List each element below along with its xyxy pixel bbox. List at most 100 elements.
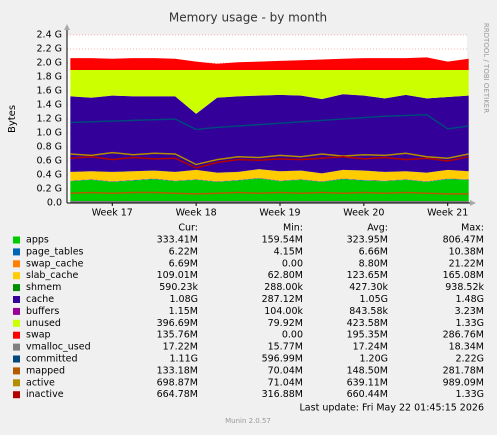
legend-stat: 698.87M: [157, 377, 198, 388]
legend-stat: 423.58M: [347, 318, 388, 329]
legend-stat: 2.22G: [455, 354, 484, 365]
legend-stat: 1.15M: [169, 306, 198, 317]
legend-stat: 323.95M: [347, 235, 388, 246]
legend-stat: 590.23k: [159, 282, 198, 293]
legend-stat: 396.69M: [157, 318, 198, 329]
y-tick-label: 0.6 G: [37, 156, 63, 167]
last-update: Last update: Fri May 22 01:45:15 2026: [300, 403, 484, 414]
legend-stat: 109.01M: [157, 270, 198, 281]
legend-swatch: [13, 307, 20, 315]
legend-stat: 165.08M: [443, 270, 484, 281]
y-tick-label: 1.4 G: [37, 100, 63, 111]
x-tick-label: Week 21: [427, 208, 468, 219]
legend-swatch: [13, 236, 20, 244]
x-tick-label: Week 20: [343, 208, 384, 219]
legend-stat: 989.09M: [443, 377, 484, 388]
legend-name: apps: [26, 235, 49, 246]
legend-swatch: [13, 355, 20, 363]
legend-stat: 17.22M: [163, 342, 198, 353]
legend-stat: 1.48G: [455, 294, 484, 305]
legend-stat: 288.00k: [264, 282, 303, 293]
line: [70, 114, 469, 131]
legend-stat: 195.35M: [347, 330, 388, 341]
legend-swatch: [13, 331, 20, 339]
legend-swatch: [13, 296, 20, 303]
marks: [70, 57, 469, 203]
legend-name: mapped: [26, 365, 65, 376]
y-tick-label: 1.6 G: [37, 86, 63, 97]
legend-stat: 287.12M: [262, 294, 303, 305]
legend-stat: 286.76M: [443, 330, 484, 341]
legend-stat: 79.92M: [268, 318, 303, 329]
legend-swatch: [13, 319, 20, 327]
legend-stat: 71.04M: [268, 377, 303, 388]
line: [70, 191, 469, 195]
legend-stat: 333.41M: [157, 235, 198, 246]
legend-stat: 123.65M: [347, 270, 388, 281]
legend-stat: 133.18M: [157, 365, 198, 376]
area: [70, 70, 469, 114]
legend-stat: 0.00: [282, 258, 303, 269]
legend-name: unused: [26, 318, 61, 329]
legend-name: committed: [26, 354, 78, 365]
legend-stat: 15.77M: [268, 342, 303, 353]
legend-name: swap_cache: [26, 258, 84, 269]
y-tick-label: 0.8 G: [37, 142, 63, 153]
legend-name: page_tables: [26, 246, 84, 257]
legend-swatch: [13, 284, 20, 292]
y-arrow: [64, 24, 70, 30]
legend-stat: 664.78M: [157, 389, 198, 400]
legend-stat: 0.00: [282, 330, 303, 341]
line: [70, 151, 469, 166]
x-tick-label: Week 18: [176, 208, 217, 219]
line: [70, 156, 469, 169]
axes: 0.0 0.2 G 0.4 G 0.6 G 0.8 G 1.0 G 1.2 G 1.4 G 1.…: [37, 24, 476, 219]
legend-stat: 18.34M: [449, 342, 484, 353]
legend-stat: 596.99M: [262, 354, 303, 365]
legend-swatch: [13, 260, 20, 268]
legend-stat: 281.78M: [443, 365, 484, 376]
legend-stat: 806.47M: [443, 235, 484, 246]
y-axis-label: Bytes: [7, 105, 18, 133]
legend-stat: 1.33G: [455, 318, 484, 329]
footer: Munin 2.0.57: [225, 417, 271, 425]
y-tick-label: 1.0 G: [37, 128, 63, 139]
legend-stat: 1.33G: [455, 389, 484, 400]
legend-swatch: [13, 248, 20, 256]
legend-stat: 1.08G: [169, 294, 198, 305]
area: [70, 94, 469, 174]
stat-header: Min:: [283, 223, 303, 234]
legend-swatch: [13, 343, 20, 351]
legend-swatch: [13, 367, 20, 375]
legend-stat: 3.23M: [455, 306, 484, 317]
legend-stat: 1.11G: [169, 354, 198, 365]
legend-stat: 427.30k: [349, 282, 388, 293]
legend-stat: 104.00k: [264, 306, 303, 317]
legend-stat: 938.52k: [445, 282, 484, 293]
side-text: RRDTOOL / TOBI OETIKER: [482, 23, 490, 113]
legend-name: slab_cache: [26, 270, 78, 281]
legend-name: shmem: [26, 282, 61, 293]
legend-name: cache: [26, 294, 54, 305]
x-arrow: [470, 200, 476, 206]
y-tick-label: 2.4 G: [37, 30, 63, 41]
legend-stat: 135.76M: [157, 330, 198, 341]
y-tick-label: 0.0: [47, 198, 62, 209]
legend-name: inactive: [26, 389, 64, 400]
legend-stat: 843.58k: [349, 306, 388, 317]
y-tick-label: 2.0 G: [37, 58, 63, 69]
legend-stat: 1.05G: [359, 294, 388, 305]
y-tick-label: 0.2 G: [37, 184, 63, 195]
legend-stat: 6.69M: [169, 258, 198, 269]
legend-stat: 4.15M: [274, 246, 303, 257]
area: [70, 178, 469, 182]
legend-stat: 639.11M: [347, 377, 388, 388]
legend-stat: 70.04M: [268, 365, 303, 376]
legend-stat: 10.38M: [449, 246, 484, 257]
legend-stat: 148.50M: [347, 365, 388, 376]
legend-name: buffers: [26, 306, 59, 317]
legend-stat: 21.22M: [449, 258, 484, 269]
legend: Cur: Min: Avg: Max: apps 333.41M 159.54M 323.95…: [13, 223, 484, 400]
legend-stat: 8.80M: [359, 258, 388, 269]
